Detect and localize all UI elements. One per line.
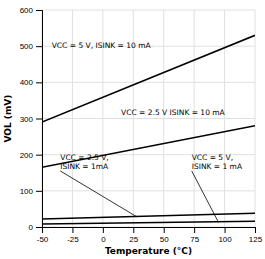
x-tick: 25	[129, 227, 138, 244]
y-tick-label: 500	[20, 42, 34, 51]
y-tick-mark	[36, 10, 42, 11]
x-tick: 125	[249, 227, 263, 244]
leader-line	[192, 171, 219, 222]
x-tick-mark	[194, 227, 195, 233]
y-tick: 300	[20, 115, 42, 124]
y-tick-label: 200	[20, 151, 34, 160]
y-tick-label: 400	[20, 78, 34, 87]
y-tick-mark	[36, 119, 42, 120]
x-tick: -25	[67, 227, 79, 244]
y-tick-label: 300	[20, 115, 34, 124]
y-axis-line	[36, 11, 43, 228]
line	[42, 35, 255, 122]
x-axis-line	[43, 228, 256, 234]
x-tick: 0	[101, 227, 106, 244]
y-grid-line	[42, 118, 255, 119]
annotation: VCC = 5 V, ISINK = 10 mA	[52, 41, 152, 50]
x-tick-mark	[164, 227, 165, 233]
x-tick-label: -50	[37, 235, 49, 244]
x-tick: 100	[218, 227, 232, 244]
y-axis: 0 100 200 300 400 500 600	[20, 6, 43, 232]
background	[0, 0, 265, 259]
x-tick-label: 50	[160, 235, 169, 244]
x-tick-label: 100	[218, 235, 232, 244]
annotation: VCC = 2.5 V ISINK = 10 mA	[121, 108, 225, 117]
line	[42, 221, 255, 224]
y-grid-line	[42, 190, 255, 191]
x-tick-mark	[225, 227, 226, 233]
y-tick-mark	[36, 191, 42, 192]
y-tick-mark	[36, 82, 42, 83]
x-axis: -50 -25 0 25 50 75 100 125	[37, 227, 263, 244]
y-tick: 200	[20, 151, 42, 160]
x-tick-label: 75	[190, 235, 199, 244]
y-tick-mark	[36, 155, 42, 156]
y-tick-label: 0	[29, 223, 34, 232]
y-tick-label: 100	[20, 187, 34, 196]
grid	[42, 10, 255, 227]
leader-line	[60, 171, 137, 217]
annotation: VCC = 2.5 V,ISINK = 1mA	[60, 153, 109, 171]
y-axis-title: VOL (mV)	[3, 95, 13, 143]
y-tick: 600	[20, 6, 42, 15]
annotation: VCC = 5 V,ISINK = 1 mA	[192, 153, 243, 171]
y-tick-mark	[36, 227, 42, 228]
y-grid-line	[42, 82, 255, 83]
line	[42, 213, 255, 219]
x-tick-mark	[72, 227, 73, 233]
x-tick-label: 125	[249, 235, 263, 244]
y-tick: 500	[20, 42, 42, 51]
y-tick: 0	[29, 223, 42, 232]
chart: -50 -25 0 25 50 75 100 125 0 100 200 300 400 500 600 Te…	[0, 0, 265, 259]
plot-area	[42, 35, 255, 224]
x-tick-mark	[133, 227, 134, 233]
y-tick: 100	[20, 187, 42, 196]
x-tick: 50	[160, 227, 169, 244]
y-tick-mark	[36, 46, 42, 47]
x-tick: -50	[37, 227, 49, 244]
y-tick: 400	[20, 78, 42, 87]
x-axis-title: Temperature (°C)	[105, 246, 192, 256]
x-tick-mark	[255, 227, 256, 233]
y-tick-label: 600	[20, 6, 34, 15]
x-tick-label: -25	[67, 235, 79, 244]
x-tick-label: 25	[129, 235, 138, 244]
x-tick-mark	[103, 227, 104, 233]
y-grid-line	[42, 10, 255, 11]
annotations: VCC = 5 V, ISINK = 10 mA VCC = 2.5 V ISIN…	[52, 41, 243, 223]
x-tick: 75	[190, 227, 199, 244]
x-tick-label: 0	[101, 235, 106, 244]
